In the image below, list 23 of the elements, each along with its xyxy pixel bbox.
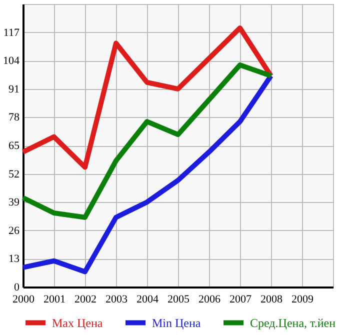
y-tick-label: 52 xyxy=(8,168,20,180)
x-tick-label: 2008 xyxy=(260,294,283,306)
x-tick-label: 2005 xyxy=(168,294,190,306)
y-tick-label: 13 xyxy=(8,253,20,266)
legend-label: Max Цена xyxy=(52,316,104,330)
x-tick-label: 2006 xyxy=(198,294,221,306)
y-tick-label: 91 xyxy=(8,83,20,96)
y-tick-label: 65 xyxy=(8,140,20,152)
x-tick-label: 2004 xyxy=(136,294,159,306)
y-tick-label: 39 xyxy=(8,196,20,209)
x-tick-label: 2007 xyxy=(230,294,252,306)
x-tick-label: 2001 xyxy=(44,294,66,306)
y-tick-label: 78 xyxy=(8,112,20,124)
x-tick-label: 2009 xyxy=(292,294,314,306)
y-tick-label: 26 xyxy=(8,224,20,237)
legend-label: Min Цена xyxy=(152,316,202,330)
x-tick-label: 2003 xyxy=(106,294,128,306)
y-tick-label: 117 xyxy=(3,26,20,39)
x-tick-label: 2002 xyxy=(74,294,96,306)
y-tick-label: 0 xyxy=(14,282,20,294)
y-tick-label: 104 xyxy=(3,55,20,68)
legend-label: Сред.Цена, т.йен xyxy=(250,316,336,330)
x-tick-label: 2000 xyxy=(12,294,35,306)
